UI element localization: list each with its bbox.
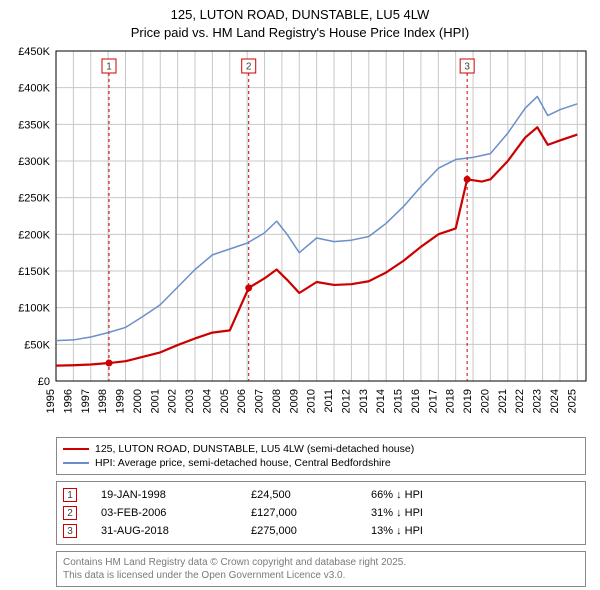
svg-text:2021: 2021	[497, 389, 509, 413]
attribution-line-2: This data is licensed under the Open Gov…	[63, 569, 579, 582]
svg-text:2011: 2011	[323, 389, 335, 413]
svg-text:1998: 1998	[97, 389, 109, 413]
legend-item: HPI: Average price, semi-detached house,…	[63, 456, 579, 470]
svg-text:2002: 2002	[167, 389, 179, 413]
svg-text:2005: 2005	[219, 389, 231, 413]
svg-text:2014: 2014	[375, 389, 387, 413]
events-table: 1 19-JAN-1998£24,50066% ↓ HPI 2 03-FEB-2006…	[56, 481, 586, 545]
svg-text:£350K: £350K	[18, 119, 50, 131]
svg-text:2003: 2003	[184, 389, 196, 413]
svg-text:2019: 2019	[462, 389, 474, 413]
event-row: 2 03-FEB-2006£127,00031% ↓ HPI	[63, 504, 579, 522]
chart-svg: £0 £50K £100K £150K £200K £250K £300K £350K £400…	[8, 45, 592, 431]
event-delta: 66% ↓ HPI	[371, 489, 521, 501]
svg-text:1997: 1997	[80, 389, 92, 413]
svg-text:1995: 1995	[45, 389, 57, 413]
svg-text:2020: 2020	[479, 389, 491, 413]
event-marker-box: 1	[63, 488, 77, 502]
svg-text:2004: 2004	[201, 389, 213, 413]
chart: £0 £50K £100K £150K £200K £250K £300K £350K £400…	[8, 45, 592, 431]
svg-text:£250K: £250K	[18, 193, 50, 205]
svg-text:2016: 2016	[410, 389, 422, 413]
event-marker-box: 2	[63, 506, 77, 520]
svg-text:1: 1	[106, 62, 112, 73]
svg-text:£450K: £450K	[18, 46, 50, 58]
svg-text:£200K: £200K	[18, 229, 50, 241]
attribution: Contains HM Land Registry data © Crown c…	[56, 551, 586, 587]
event-date: 03-FEB-2006	[101, 507, 251, 519]
svg-text:2024: 2024	[549, 389, 561, 413]
svg-text:2001: 2001	[149, 389, 161, 413]
svg-text:2009: 2009	[288, 389, 300, 413]
svg-text:2000: 2000	[132, 389, 144, 413]
event-marker-box: 3	[63, 524, 77, 538]
svg-text:2023: 2023	[532, 389, 544, 413]
svg-text:2010: 2010	[306, 389, 318, 413]
svg-text:2: 2	[246, 62, 252, 73]
attribution-line-1: Contains HM Land Registry data © Crown c…	[63, 556, 579, 569]
legend-swatch	[63, 448, 89, 450]
event-price: £24,500	[251, 489, 371, 501]
svg-text:2008: 2008	[271, 389, 283, 413]
svg-text:2022: 2022	[514, 389, 526, 413]
svg-text:1996: 1996	[62, 389, 74, 413]
svg-text:2007: 2007	[254, 389, 266, 413]
svg-text:2018: 2018	[445, 389, 457, 413]
event-row: 3 31-AUG-2018£275,00013% ↓ HPI	[63, 522, 579, 540]
event-price: £275,000	[251, 525, 371, 537]
title-line-2: Price paid vs. HM Land Registry's House …	[131, 25, 469, 40]
svg-text:3: 3	[464, 62, 470, 73]
svg-text:2012: 2012	[340, 389, 352, 413]
legend: 125, LUTON ROAD, DUNSTABLE, LU5 4LW (sem…	[56, 437, 586, 475]
svg-text:1999: 1999	[115, 389, 127, 413]
event-date: 19-JAN-1998	[101, 489, 251, 501]
svg-text:£150K: £150K	[18, 266, 50, 278]
svg-text:2015: 2015	[393, 389, 405, 413]
event-price: £127,000	[251, 507, 371, 519]
event-row: 1 19-JAN-1998£24,50066% ↓ HPI	[63, 486, 579, 504]
legend-label: HPI: Average price, semi-detached house,…	[95, 456, 391, 470]
event-date: 31-AUG-2018	[101, 525, 251, 537]
event-delta: 31% ↓ HPI	[371, 507, 521, 519]
svg-text:2017: 2017	[427, 389, 439, 413]
svg-text:£400K: £400K	[18, 83, 50, 95]
svg-text:£300K: £300K	[18, 156, 50, 168]
legend-label: 125, LUTON ROAD, DUNSTABLE, LU5 4LW (sem…	[95, 442, 414, 456]
event-delta: 13% ↓ HPI	[371, 525, 521, 537]
chart-title: 125, LUTON ROAD, DUNSTABLE, LU5 4LW Pric…	[8, 6, 592, 41]
legend-swatch	[63, 462, 89, 464]
title-line-1: 125, LUTON ROAD, DUNSTABLE, LU5 4LW	[171, 7, 430, 22]
legend-item: 125, LUTON ROAD, DUNSTABLE, LU5 4LW (sem…	[63, 442, 579, 456]
svg-text:£100K: £100K	[18, 303, 50, 315]
svg-text:2006: 2006	[236, 389, 248, 413]
svg-text:2013: 2013	[358, 389, 370, 413]
svg-text:£0: £0	[38, 376, 50, 388]
svg-text:2025: 2025	[566, 389, 578, 413]
svg-text:£50K: £50K	[24, 339, 50, 351]
